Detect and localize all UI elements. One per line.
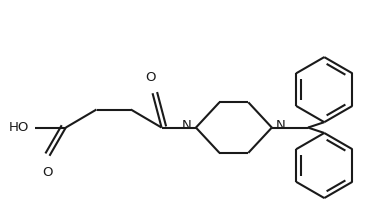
Text: HO: HO bbox=[9, 121, 30, 134]
Text: O: O bbox=[146, 71, 156, 84]
Text: N: N bbox=[182, 119, 192, 132]
Text: N: N bbox=[276, 119, 286, 132]
Text: O: O bbox=[42, 166, 53, 179]
